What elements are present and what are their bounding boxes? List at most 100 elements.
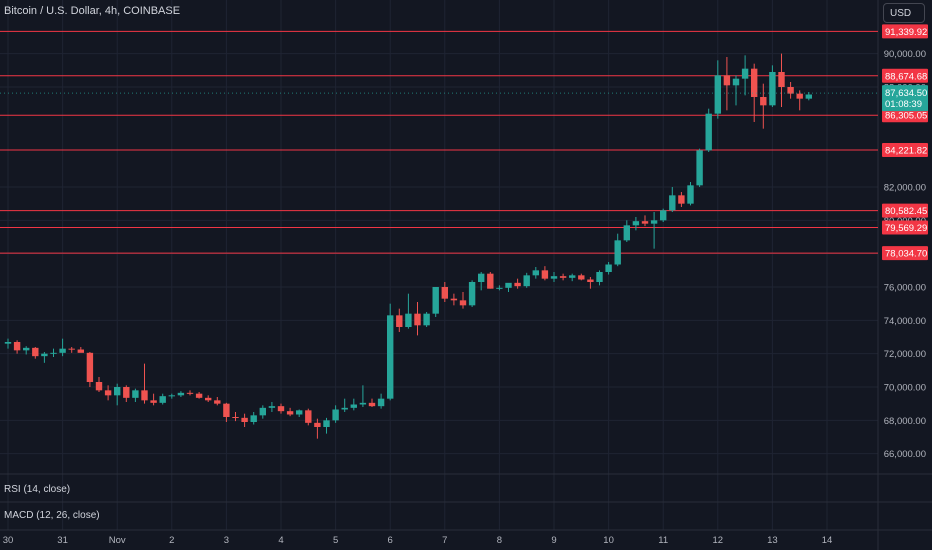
- price-axis-tick-label: 72,000.00: [884, 349, 926, 360]
- candle-body[interactable]: [669, 195, 676, 211]
- candle-body[interactable]: [641, 221, 649, 224]
- candle-body[interactable]: [359, 402, 367, 405]
- candle-body[interactable]: [123, 387, 130, 398]
- candle-body[interactable]: [805, 94, 812, 99]
- candle-body[interactable]: [478, 273, 485, 282]
- candle-body[interactable]: [450, 298, 458, 301]
- candle-body[interactable]: [241, 417, 248, 422]
- price-level-tag: [882, 108, 928, 123]
- candle-body[interactable]: [32, 347, 39, 357]
- candle-body[interactable]: [13, 342, 21, 351]
- candle-body[interactable]: [368, 402, 376, 407]
- candle-body[interactable]: [114, 387, 121, 396]
- candle-body[interactable]: [68, 348, 75, 350]
- candle-body[interactable]: [705, 113, 712, 151]
- candle-body[interactable]: [441, 287, 448, 299]
- candle-body[interactable]: [569, 275, 576, 278]
- candle-body[interactable]: [305, 410, 312, 423]
- candle-body[interactable]: [496, 287, 503, 289]
- candle-body[interactable]: [223, 403, 230, 417]
- candle-body[interactable]: [314, 422, 321, 427]
- candle-body[interactable]: [523, 275, 530, 287]
- candle-body[interactable]: [468, 282, 476, 306]
- candle-body[interactable]: [687, 185, 694, 204]
- candle-body[interactable]: [186, 392, 194, 394]
- candle-body[interactable]: [104, 390, 112, 396]
- candle-body[interactable]: [296, 410, 303, 415]
- candle-body[interactable]: [259, 407, 266, 416]
- candle-body[interactable]: [405, 313, 412, 327]
- candle-body[interactable]: [277, 406, 285, 412]
- time-axis-tick-label: 11: [658, 535, 668, 546]
- candle-body[interactable]: [751, 68, 758, 97]
- candle-body[interactable]: [587, 279, 594, 283]
- price-level-label: 84,221.82: [885, 145, 927, 156]
- candle-body[interactable]: [732, 78, 740, 86]
- candle-body[interactable]: [159, 396, 166, 403]
- candle-body[interactable]: [177, 392, 185, 396]
- candle-body[interactable]: [77, 349, 84, 353]
- candle-body[interactable]: [195, 393, 203, 398]
- candle-body[interactable]: [623, 225, 630, 241]
- candle-body[interactable]: [286, 411, 294, 415]
- candle-body[interactable]: [678, 195, 685, 204]
- candle-body[interactable]: [660, 210, 667, 221]
- rsi-pane-label[interactable]: RSI (14, close): [4, 484, 71, 495]
- candle-body[interactable]: [168, 395, 175, 397]
- candle-body[interactable]: [787, 87, 794, 94]
- candle-body[interactable]: [214, 400, 221, 404]
- candle-body[interactable]: [578, 275, 585, 280]
- currency-button[interactable]: USD: [883, 3, 925, 23]
- candle-body[interactable]: [132, 390, 139, 398]
- candle-body[interactable]: [650, 220, 658, 224]
- candle-body[interactable]: [95, 382, 103, 391]
- candle-body[interactable]: [232, 417, 239, 418]
- candle-body[interactable]: [268, 406, 276, 408]
- candle-body[interactable]: [332, 409, 339, 421]
- candle-body[interactable]: [505, 282, 512, 288]
- candle-body[interactable]: [696, 150, 703, 186]
- candle-body[interactable]: [741, 68, 749, 79]
- candle-body[interactable]: [723, 75, 731, 86]
- candle-body[interactable]: [341, 407, 348, 410]
- candle-body[interactable]: [541, 270, 549, 279]
- candle-body[interactable]: [459, 300, 467, 306]
- candle-body[interactable]: [778, 72, 785, 87]
- candle-body[interactable]: [423, 313, 430, 326]
- candle-body[interactable]: [632, 221, 640, 226]
- candle-body[interactable]: [414, 313, 421, 326]
- candle-body[interactable]: [796, 93, 803, 99]
- candle-body[interactable]: [614, 240, 621, 265]
- candle-body[interactable]: [377, 398, 385, 407]
- candle-body[interactable]: [514, 282, 521, 287]
- candle-body[interactable]: [59, 348, 66, 353]
- candle-body[interactable]: [559, 276, 567, 278]
- candle-body[interactable]: [86, 352, 94, 382]
- candle-body[interactable]: [205, 397, 212, 401]
- candle-body[interactable]: [50, 352, 57, 354]
- candle-body[interactable]: [596, 272, 603, 282]
- candle-body[interactable]: [150, 400, 157, 403]
- macd-pane-label[interactable]: MACD (12, 26, close): [4, 510, 100, 521]
- price-level-label: 91,339.92: [885, 27, 927, 38]
- candle-body[interactable]: [4, 342, 12, 344]
- candle-body[interactable]: [350, 404, 357, 408]
- candle-body[interactable]: [387, 315, 394, 399]
- candle-body[interactable]: [760, 97, 767, 106]
- bar-countdown-label: 01:08:39: [885, 99, 922, 110]
- candle-body[interactable]: [323, 420, 330, 427]
- candle-body[interactable]: [532, 270, 539, 276]
- candle-body[interactable]: [396, 315, 403, 327]
- candle-body[interactable]: [250, 415, 257, 422]
- candle-body[interactable]: [769, 72, 776, 106]
- candle-body[interactable]: [23, 347, 30, 351]
- candle-body[interactable]: [487, 273, 494, 289]
- candle-body[interactable]: [432, 287, 439, 314]
- candle-body[interactable]: [141, 390, 148, 401]
- candle-body[interactable]: [714, 75, 721, 114]
- candle-body[interactable]: [41, 353, 48, 357]
- candle-body[interactable]: [550, 276, 558, 279]
- candle-body[interactable]: [605, 264, 612, 273]
